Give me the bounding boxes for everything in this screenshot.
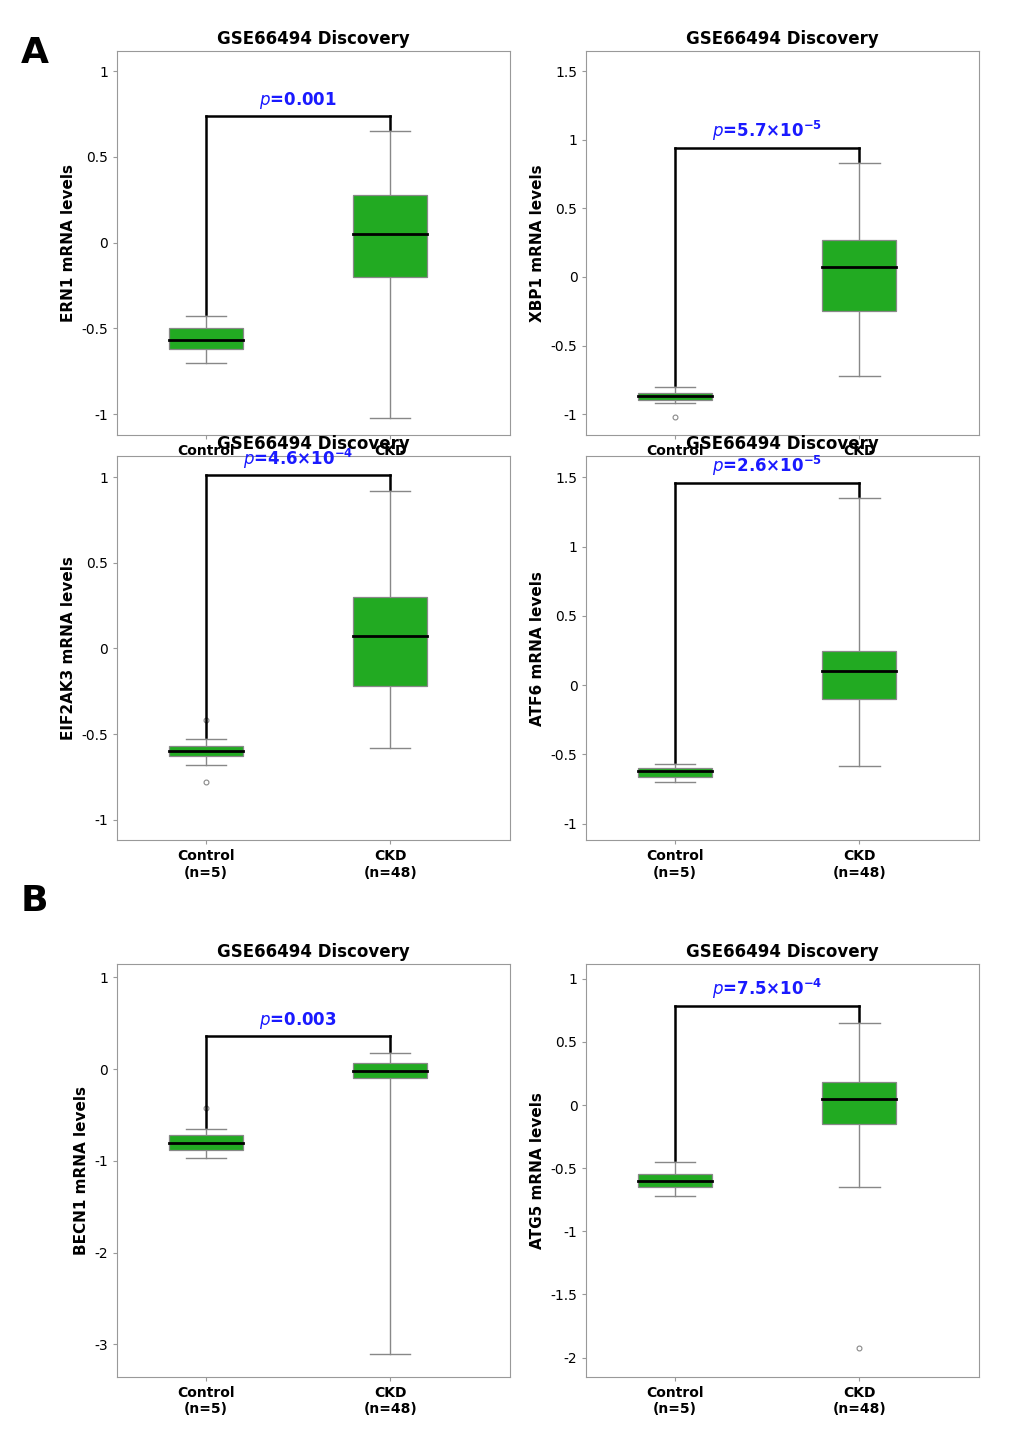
Title: GSE66494 Discovery: GSE66494 Discovery [217, 30, 410, 48]
Y-axis label: ERN1 mRNA levels: ERN1 mRNA levels [61, 164, 75, 322]
Text: $\mathit{p}$=7.5$\mathbf{\times}$10$^{\mathbf{-4}}$: $\mathit{p}$=7.5$\mathbf{\times}$10$^{\m… [711, 978, 821, 1001]
Bar [169, 1135, 243, 1151]
Title: GSE66494 Discovery: GSE66494 Discovery [217, 943, 410, 961]
Title: GSE66494 Discovery: GSE66494 Discovery [217, 436, 410, 454]
Text: $\mathit{p}$=2.6$\mathbf{\times}$10$^{\mathbf{-5}}$: $\mathit{p}$=2.6$\mathbf{\times}$10$^{\m… [711, 454, 821, 478]
Text: $\mathit{p}$=0.001: $\mathit{p}$=0.001 [259, 90, 336, 112]
Bar [638, 768, 711, 777]
Y-axis label: EIF2AK3 mRNA levels: EIF2AK3 mRNA levels [61, 556, 75, 740]
Title: GSE66494 Discovery: GSE66494 Discovery [686, 436, 878, 454]
Y-axis label: ATG5 mRNA levels: ATG5 mRNA levels [530, 1091, 544, 1249]
Bar [638, 1175, 711, 1187]
Bar [821, 1082, 896, 1124]
Text: $\mathit{p}$=5.7$\mathbf{\times}$10$^{\mathbf{-5}}$: $\mathit{p}$=5.7$\mathbf{\times}$10$^{\m… [711, 119, 821, 143]
Bar [821, 651, 896, 698]
Title: GSE66494 Discovery: GSE66494 Discovery [686, 943, 878, 961]
Text: A: A [20, 36, 48, 70]
Bar [353, 1062, 427, 1078]
Text: B: B [20, 884, 48, 917]
Title: GSE66494 Discovery: GSE66494 Discovery [686, 30, 878, 48]
Bar [638, 393, 711, 400]
Y-axis label: XBP1 mRNA levels: XBP1 mRNA levels [530, 164, 544, 322]
Bar [353, 194, 427, 277]
Bar [169, 329, 243, 349]
Y-axis label: BECN1 mRNA levels: BECN1 mRNA levels [74, 1085, 89, 1255]
Text: $\mathit{p}$=0.003: $\mathit{p}$=0.003 [259, 1010, 336, 1032]
Text: $\mathit{p}$=4.6$\mathbf{\times}$10$^{\mathbf{-4}}$: $\mathit{p}$=4.6$\mathbf{\times}$10$^{\m… [243, 446, 353, 471]
Bar [821, 241, 896, 312]
Bar [353, 597, 427, 687]
Y-axis label: ATF6 mRNA levels: ATF6 mRNA levels [530, 571, 544, 726]
Bar [169, 746, 243, 756]
